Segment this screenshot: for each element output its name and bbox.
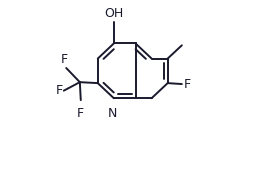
Text: N: N: [108, 107, 118, 120]
Text: OH: OH: [104, 7, 123, 20]
Text: F: F: [184, 78, 191, 91]
Text: F: F: [77, 107, 84, 120]
Text: F: F: [56, 84, 63, 97]
Text: F: F: [61, 54, 68, 66]
